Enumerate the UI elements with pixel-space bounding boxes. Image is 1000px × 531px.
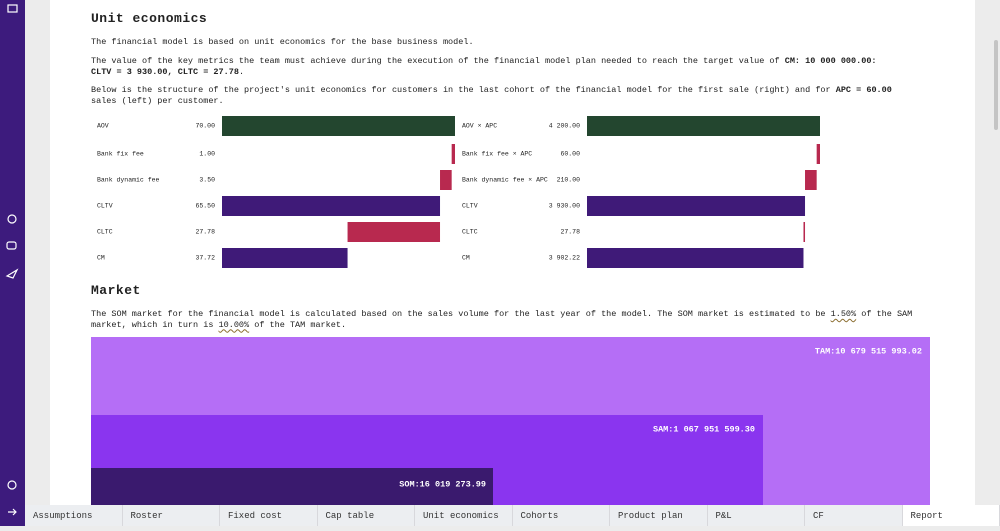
- bar: [348, 222, 440, 242]
- value-label: 65.50: [195, 203, 215, 210]
- row-label: CM: [97, 255, 105, 262]
- sheet-tab[interactable]: Roster: [123, 505, 221, 526]
- row-label: Bank dynamic fee × APC: [462, 177, 548, 184]
- bar: [803, 222, 805, 242]
- sheet-tab[interactable]: Cohorts: [513, 505, 611, 526]
- bar: [440, 170, 452, 190]
- value-label: 3.50: [199, 177, 215, 184]
- sheet-tab[interactable]: Report: [903, 505, 1000, 526]
- value-label: 37.72: [195, 255, 215, 262]
- sidebar-icons: [0, 0, 25, 526]
- row-label: CLTC: [462, 229, 478, 236]
- bar: [222, 248, 348, 268]
- value-label: 210.00: [557, 177, 581, 184]
- value-label: 60.00: [560, 151, 580, 158]
- charts: AOV 70.00 Bank fix fee 1.00 Bank dynamic fee…: [50, 0, 975, 505]
- row-label: CLTV: [97, 203, 113, 210]
- value-label: 27.78: [195, 229, 215, 236]
- user-icon[interactable]: [8, 481, 16, 489]
- bar: [587, 196, 805, 216]
- row-label: AOV × APC: [462, 123, 497, 130]
- bar: [587, 116, 820, 136]
- sidebar: [0, 0, 25, 526]
- row-label: CM: [462, 255, 470, 262]
- row-label: Bank dynamic fee: [97, 177, 160, 184]
- bar: [222, 196, 440, 216]
- tam-label: TAM:10 679 515 993.02: [815, 346, 922, 356]
- sheet-tab[interactable]: Product plan: [610, 505, 708, 526]
- value-label: 70.00: [195, 123, 215, 130]
- report-document: Unit economics The financial model is ba…: [50, 0, 975, 505]
- sam-label: SAM:1 067 951 599.30: [653, 424, 755, 434]
- value-label: 27.78: [560, 229, 580, 236]
- value-label: 4 200.00: [549, 123, 580, 130]
- value-label: 3 902.22: [549, 255, 580, 262]
- bar: [805, 170, 817, 190]
- sheet-tab[interactable]: Fixed cost: [220, 505, 318, 526]
- sheet-tab[interactable]: P&L: [708, 505, 806, 526]
- folder-icon[interactable]: [8, 5, 17, 12]
- send-icon[interactable]: [7, 270, 17, 278]
- bar: [587, 248, 803, 268]
- bar: [222, 116, 455, 136]
- bar: [817, 144, 820, 164]
- scrollbar[interactable]: [994, 40, 998, 130]
- row-label: CLTV: [462, 203, 478, 210]
- value-label: 3 930.00: [549, 203, 580, 210]
- som-label: SOM:16 019 273.99: [399, 479, 486, 489]
- value-label: 1.00: [199, 151, 215, 158]
- bar: [452, 144, 455, 164]
- row-label: AOV: [97, 123, 109, 130]
- row-label: Bank fix fee: [97, 151, 144, 158]
- sheet-tab[interactable]: Unit economics: [415, 505, 513, 526]
- sheet-tab[interactable]: CF: [805, 505, 903, 526]
- chat-icon[interactable]: [7, 242, 16, 249]
- logout-icon[interactable]: [8, 509, 16, 515]
- row-label: Bank fix fee × APC: [462, 151, 532, 158]
- sheet-tab[interactable]: Cap table: [318, 505, 416, 526]
- sheet-tab[interactable]: Assumptions: [25, 505, 123, 526]
- help-icon[interactable]: [8, 215, 16, 223]
- row-label: CLTC: [97, 229, 113, 236]
